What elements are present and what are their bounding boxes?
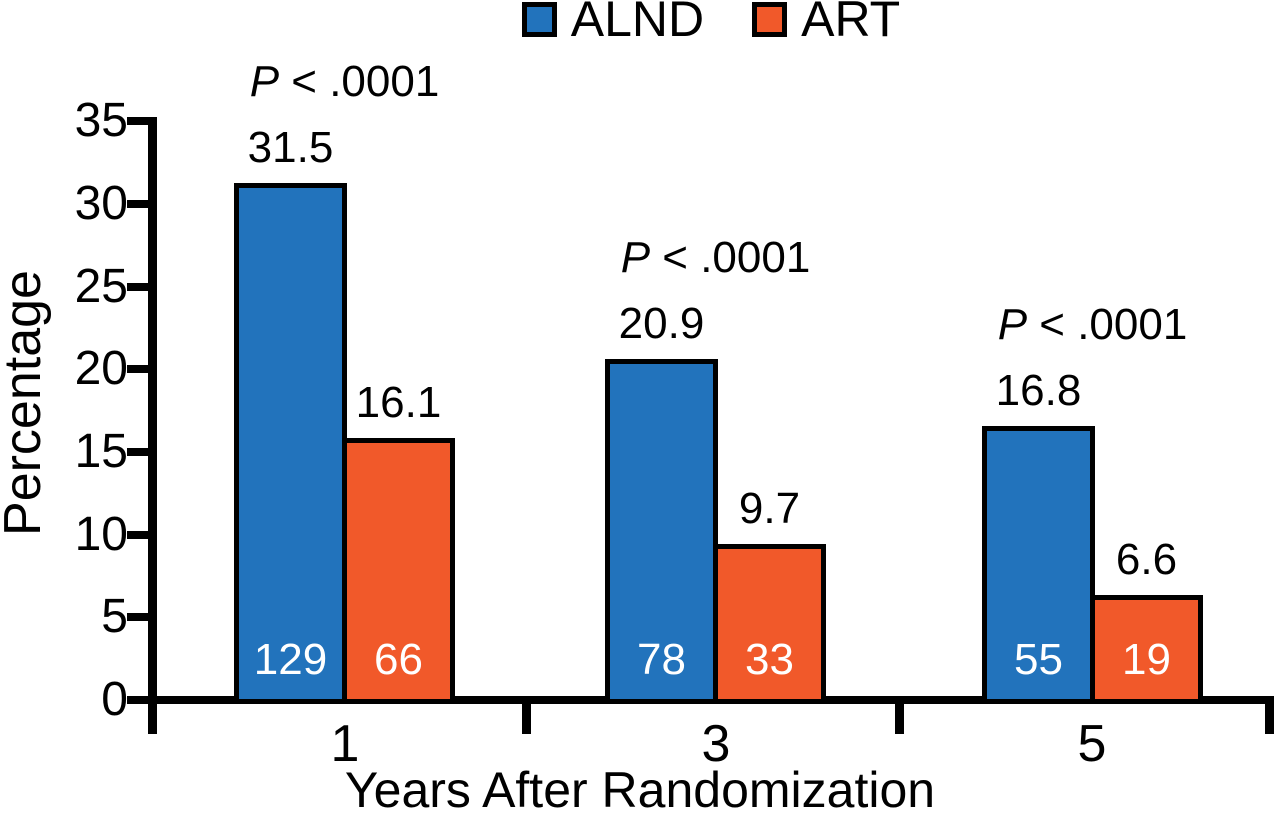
- y-tick-label: 35: [74, 94, 128, 147]
- p-value-label: P < .0001: [545, 235, 886, 281]
- y-tick: [127, 448, 148, 456]
- x-category-label-3: 3: [701, 715, 731, 773]
- x-category-label-1: 1: [330, 715, 360, 773]
- art-swatch-icon: [752, 1, 788, 37]
- p-value-italic: P: [997, 300, 1028, 349]
- legend-label-art: ART: [801, 0, 901, 47]
- x-tick: [522, 696, 531, 734]
- alnd-count-label: 78: [637, 635, 686, 684]
- art-bar-year-3: 33: [713, 544, 826, 704]
- y-axis-line: [148, 117, 157, 704]
- y-tick-label: 30: [74, 177, 128, 230]
- art-count-label: 33: [745, 635, 794, 684]
- x-tick: [148, 696, 157, 734]
- y-tick: [127, 613, 148, 621]
- y-tick: [127, 117, 148, 125]
- y-tick: [127, 531, 148, 539]
- y-tick: [127, 283, 148, 291]
- alnd-bar-year-3: 78: [605, 359, 718, 704]
- legend-item-alnd: ALND: [521, 0, 705, 47]
- bar-group-year-1: P < .0001 31.5 16.1 129 66: [234, 0, 455, 704]
- alnd-count-label: 129: [253, 635, 328, 684]
- art-value-label: 16.1: [355, 378, 442, 427]
- y-tick-label: 5: [101, 590, 128, 643]
- y-tick-label: 15: [74, 425, 128, 478]
- art-count-label: 66: [374, 635, 423, 684]
- y-tick-label: 20: [74, 342, 128, 395]
- art-bar-year-1: 66: [342, 438, 455, 704]
- x-tick: [1265, 696, 1274, 734]
- alnd-count-label: 55: [1014, 635, 1063, 684]
- legend-label-alnd: ALND: [570, 0, 705, 47]
- y-tick: [127, 365, 148, 373]
- bar-group-year-5: P < .0001 16.8 6.6 55 19: [982, 0, 1203, 704]
- x-axis-title: Years After Randomization: [344, 762, 936, 818]
- alnd-value-label: 31.5: [247, 123, 334, 172]
- alnd-swatch-icon: [521, 1, 557, 37]
- bar-group-year-3: P < .0001 20.9 9.7 78 33: [605, 0, 826, 704]
- y-tick-label: 10: [74, 508, 128, 561]
- alnd-bar-year-1: 129: [234, 183, 347, 704]
- alnd-value-label: 16.8: [995, 366, 1082, 415]
- p-value-rest: < .0001: [279, 57, 440, 106]
- y-tick: [127, 200, 148, 208]
- p-value-italic: P: [620, 233, 651, 282]
- p-value-label: P < .0001: [922, 302, 1263, 348]
- p-value-rest: < .0001: [1027, 300, 1188, 349]
- legend: ALND ART: [148, 0, 1274, 45]
- y-tick-label: 25: [74, 260, 128, 313]
- p-value-label: P < .0001: [174, 59, 515, 105]
- x-category-label-5: 5: [1077, 715, 1107, 773]
- x-tick: [895, 696, 904, 734]
- y-tick-label: 0: [101, 673, 128, 726]
- alnd-bar-year-5: 55: [982, 426, 1095, 704]
- art-value-label: 9.7: [738, 484, 801, 533]
- alnd-value-label: 20.9: [618, 299, 705, 348]
- legend-item-art: ART: [752, 0, 900, 45]
- art-value-label: 6.6: [1115, 535, 1178, 584]
- y-tick: [127, 696, 148, 704]
- art-count-label: 19: [1122, 635, 1171, 684]
- art-bar-year-5: 19: [1090, 595, 1203, 704]
- p-value-rest: < .0001: [650, 233, 811, 282]
- p-value-italic: P: [249, 57, 280, 106]
